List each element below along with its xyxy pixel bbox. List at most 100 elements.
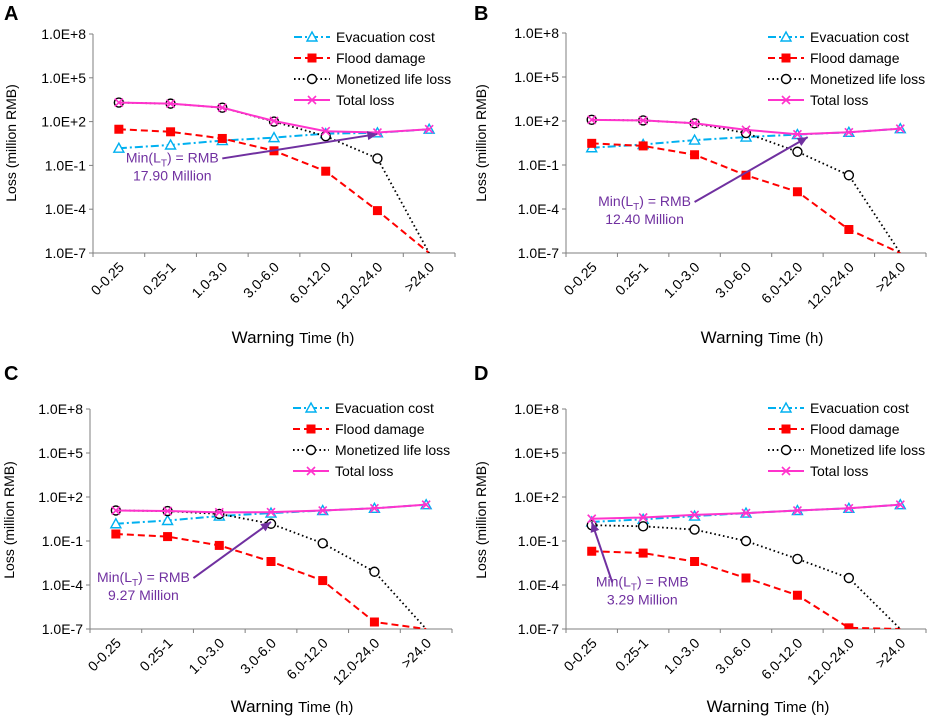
x-tick-label: 3.0-6.0 [712, 635, 754, 677]
y-tick-label: 1.0E+2 [41, 114, 86, 130]
total-cross-marker [741, 508, 751, 518]
legend-square-marker [307, 53, 317, 63]
y-axis-title: Loss (million RMB) [1, 461, 17, 578]
flood-square-marker [163, 532, 173, 542]
annotation-arrow-head [366, 131, 378, 141]
total-cross-marker [690, 118, 700, 128]
flood-square-marker [372, 206, 382, 216]
legend-triangle-marker [304, 401, 318, 413]
x-tick-label: 0-0.25 [560, 635, 600, 675]
total-cross-marker [792, 505, 802, 516]
x-tick-label: 0.25-1 [612, 259, 652, 299]
annotation-text-main: Min(L [598, 193, 633, 209]
legend-cross-marker [781, 95, 791, 105]
y-tick-label: 1.0E+8 [38, 401, 83, 417]
x-axis-title-main: Warning [701, 328, 768, 347]
annotation-text-subscript: T [633, 202, 639, 213]
total-cross-marker [369, 503, 379, 513]
x-axis-title: Warning Time (h) [231, 697, 354, 716]
evacuation-triangle-marker [109, 517, 123, 529]
y-tick-label: 1.0E+8 [514, 25, 559, 41]
legend-square-marker [781, 53, 791, 63]
x-tick-label: 0-0.25 [560, 259, 600, 299]
life-circle-marker [689, 524, 700, 535]
annotation-text-tail: ) = RMB [167, 149, 219, 165]
flood-square-marker [214, 540, 224, 550]
annotation-arrow-head [260, 521, 271, 532]
annotation-text-main: Min(L [97, 569, 132, 585]
panel-label: C [4, 363, 18, 385]
annotation-text-main: Min(L [596, 573, 631, 589]
flood-series-line [591, 142, 901, 253]
annotation-text-line2: 17.90 Million [133, 167, 212, 183]
y-tick-label: 1.0E-7 [45, 245, 86, 261]
legend-label-evacuation: Evacuation cost [335, 400, 434, 416]
plot-area [585, 498, 907, 629]
y-tick-label: 1.0E-1 [518, 157, 559, 173]
total-cross-marker [792, 129, 802, 139]
x-tick-label: 1.0-3.0 [185, 635, 227, 677]
legend-label-evacuation: Evacuation cost [810, 29, 909, 45]
total-cross-marker [217, 103, 227, 113]
flood-square-marker [638, 548, 648, 558]
x-tick-label: 1.0-3.0 [661, 259, 703, 301]
legend-triangle-marker [779, 401, 793, 413]
y-tick-label: 1.0E-1 [42, 533, 83, 549]
x-tick-label: 6.0-12.0 [283, 635, 331, 683]
annotation-text-tail: ) = RMB [639, 193, 691, 209]
evacuation-triangle-marker [164, 138, 177, 150]
legend-label-flood: Flood damage [810, 421, 900, 437]
legend-circle-marker [306, 73, 318, 85]
flood-square-marker [741, 170, 751, 180]
legend-cross-marker [781, 466, 791, 476]
flood-square-marker [111, 529, 121, 539]
y-tick-label: 1.0E+2 [514, 489, 559, 505]
annotation-text-line2: 12.40 Million [605, 211, 684, 227]
panel-b: B 1.0E-7 1.0E-4 1.0E-1 1.0E+2 1.0E+5 1.0E+8 0-0… [473, 3, 927, 347]
flood-square-marker [690, 150, 700, 160]
x-axis-title-unit: Time (h) [774, 699, 829, 716]
total-cross-marker [638, 115, 648, 125]
y-tick-label: 1.0E+5 [38, 445, 83, 461]
legend-triangle-marker [779, 30, 793, 42]
x-axis-title: Warning Time (h) [232, 328, 355, 347]
total-cross-marker [844, 127, 854, 137]
y-tick-label: 1.0E-1 [45, 157, 86, 173]
y-tick-label: 1.0E-4 [42, 577, 83, 593]
annotation-arrow-line [590, 521, 614, 583]
x-tick-label: >24.0 [872, 259, 909, 296]
x-tick-label: 3.0-6.0 [712, 259, 754, 301]
x-axis-title: Warning Time (h) [701, 328, 824, 347]
legend-label-total: Total loss [335, 463, 393, 479]
legend-label-life: Monetized life loss [335, 442, 450, 458]
legend-circle-marker [305, 444, 317, 456]
panel-label: A [4, 3, 18, 25]
annotation-text-subscript: T [161, 158, 167, 169]
x-tick-label: 6.0-12.0 [758, 635, 806, 683]
flood-square-marker [166, 127, 176, 137]
total-cross-marker [321, 126, 331, 136]
annotation-text-line1: Min(LT) = RMB [97, 569, 190, 589]
y-axis-title: Loss (million RMB) [473, 461, 489, 578]
annotation-text-line2: 3.29 Million [607, 591, 678, 607]
panel-label: D [474, 363, 488, 385]
x-tick-label: 0.25-1 [139, 259, 179, 299]
annotation-arrow-line [222, 133, 378, 160]
life-circle-marker [320, 130, 331, 142]
legend-circle-marker [780, 73, 792, 85]
annotation-arrow-line [192, 521, 272, 579]
legend-label-total: Total loss [810, 92, 868, 108]
total-cross-marker [895, 124, 905, 134]
total-cross-marker [214, 507, 224, 517]
y-tick-label: 1.0E+2 [38, 489, 83, 505]
y-tick-label: 1.0E+8 [41, 26, 86, 42]
total-cross-marker [587, 514, 597, 524]
legend-label-evacuation: Evacuation cost [336, 29, 435, 45]
x-tick-label: 6.0-12.0 [286, 259, 334, 307]
annotation-text-line2: 9.27 Million [108, 587, 179, 603]
y-tick-label: 1.0E-7 [42, 621, 83, 637]
x-tick-label: >24.0 [401, 259, 438, 296]
y-tick-label: 1.0E+5 [514, 445, 559, 461]
flood-square-marker [369, 617, 379, 627]
